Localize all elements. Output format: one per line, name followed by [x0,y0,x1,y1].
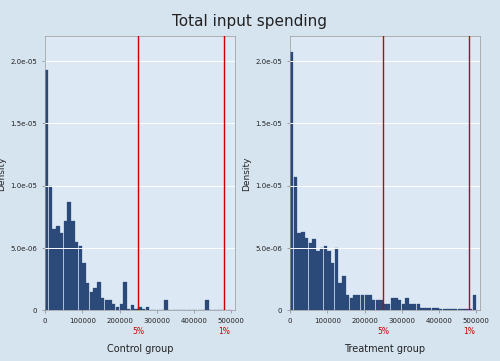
Bar [101,298,104,310]
Bar [394,298,398,310]
Bar [398,300,402,310]
Bar [372,300,376,310]
Y-axis label: Density: Density [242,156,252,191]
Bar [346,296,350,310]
Bar [462,309,465,310]
Bar [82,263,86,310]
Bar [409,304,412,310]
Bar [45,70,48,310]
Bar [376,300,379,310]
Bar [290,52,294,310]
Bar [472,296,476,310]
X-axis label: Treatment group: Treatment group [344,344,426,353]
Bar [301,232,304,310]
Bar [123,282,126,310]
Text: Total input spending: Total input spending [172,14,328,30]
Bar [331,263,334,310]
Bar [383,304,386,310]
Bar [298,233,301,310]
Bar [320,248,323,310]
Bar [458,309,461,310]
Bar [127,309,130,310]
Bar [432,308,435,310]
Y-axis label: Density: Density [0,156,6,191]
Bar [428,308,432,310]
Bar [361,296,364,310]
Bar [112,304,116,310]
Bar [316,251,320,310]
Bar [469,309,472,310]
Bar [294,177,297,310]
Bar [142,309,146,310]
Bar [97,282,100,310]
Bar [205,300,208,310]
Bar [75,242,78,310]
Bar [71,221,74,310]
Bar [387,304,390,310]
Bar [60,233,64,310]
Text: 5%: 5% [132,327,144,336]
Bar [342,275,345,310]
Bar [90,292,93,310]
Bar [413,304,416,310]
Bar [56,226,59,310]
Bar [338,283,342,310]
Text: 1%: 1% [463,327,475,336]
Bar [52,229,56,310]
Bar [134,309,138,310]
Bar [78,245,82,310]
Bar [308,243,312,310]
Bar [138,307,141,310]
Bar [357,296,360,310]
Bar [334,248,338,310]
Bar [368,296,372,310]
X-axis label: Control group: Control group [107,344,174,353]
Bar [86,283,90,310]
Bar [424,308,428,310]
Bar [328,251,330,310]
Bar [104,300,108,310]
Text: 1%: 1% [218,327,230,336]
Bar [324,245,327,310]
Bar [454,309,458,310]
Bar [465,309,468,310]
Bar [146,307,149,310]
Bar [420,308,424,310]
Bar [439,309,442,310]
Bar [380,300,383,310]
Bar [450,309,454,310]
Bar [305,238,308,310]
Bar [390,298,394,310]
Bar [68,202,71,310]
Bar [436,308,438,310]
Bar [402,304,405,310]
Bar [108,300,112,310]
Bar [442,309,446,310]
Bar [130,305,134,310]
Bar [116,307,119,310]
Bar [364,296,368,310]
Text: 5%: 5% [377,327,389,336]
Bar [406,298,409,310]
Bar [48,186,52,310]
Bar [64,221,67,310]
Bar [94,288,97,310]
Bar [354,296,357,310]
Bar [164,300,168,310]
Bar [312,239,316,310]
Bar [120,304,123,310]
Bar [416,304,420,310]
Bar [446,309,450,310]
Bar [350,298,353,310]
